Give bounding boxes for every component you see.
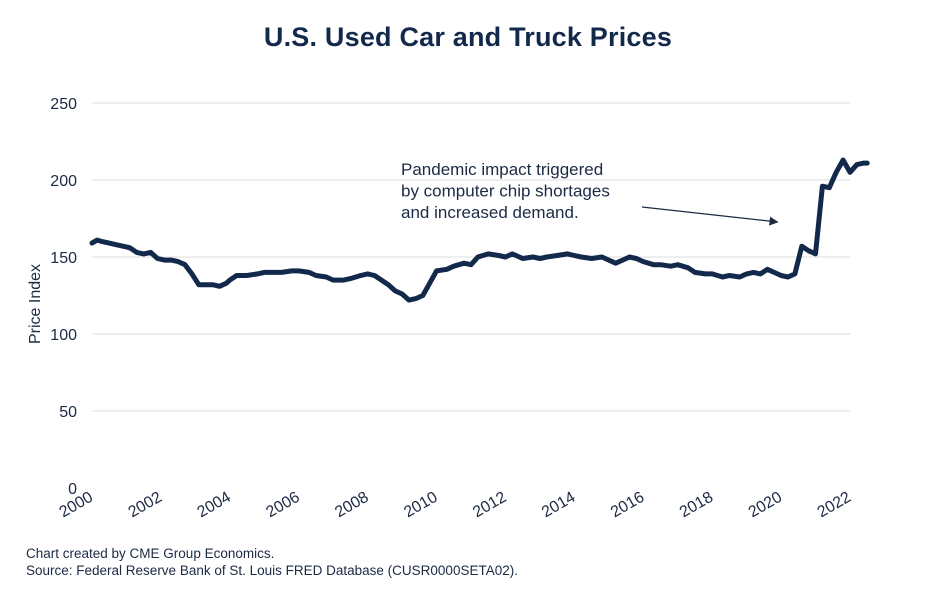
annotation-line: and increased demand.: [401, 203, 579, 222]
x-tick-label: 2008: [332, 489, 371, 522]
y-tick-label: 200: [50, 173, 77, 190]
x-tick-label: 2012: [470, 489, 509, 522]
y-tick-label: 250: [50, 96, 77, 113]
series-group: [89, 157, 870, 303]
x-tick-label: 2014: [539, 489, 578, 522]
x-tick-label: 2022: [815, 489, 854, 522]
x-tick-label: 2006: [263, 489, 302, 522]
annotation-line: Pandemic impact triggered: [401, 160, 603, 179]
annotation-arrow: [641, 206, 779, 226]
x-tick-label: 2004: [194, 489, 233, 522]
y-tick-label: 0: [68, 481, 77, 498]
y-tick-label: 100: [50, 327, 77, 344]
y-axis-label: Price Index: [27, 264, 44, 344]
x-tick-label: 2016: [608, 489, 647, 522]
footnote-source: Source: Federal Reserve Bank of St. Loui…: [26, 563, 518, 578]
annotation-line: by computer chip shortages: [401, 182, 610, 201]
x-tick-label: 2018: [677, 489, 716, 522]
x-axis-ticks: 2000 2002 2004 2006 2008 2010 2012 2014 2016 2018…: [57, 489, 854, 522]
chart-title: U.S. Used Car and Truck Prices: [263, 22, 673, 52]
footnote-credit: Chart created by CME Group Economics.: [26, 546, 275, 561]
x-tick-label: 2002: [126, 489, 165, 522]
annotation: Pandemic impact triggered by computer chi…: [401, 160, 779, 226]
y-tick-label: 150: [50, 250, 77, 267]
x-tick-label: 2020: [746, 489, 785, 522]
y-axis-ticks: 0 50 100 150 200 250: [50, 96, 77, 498]
series-line: [89, 157, 870, 303]
y-tick-label: 50: [59, 404, 77, 421]
x-tick-label: 2010: [401, 489, 440, 522]
grid-lines: [92, 102, 850, 412]
annotation-text: Pandemic impact triggered by computer chi…: [401, 160, 610, 222]
